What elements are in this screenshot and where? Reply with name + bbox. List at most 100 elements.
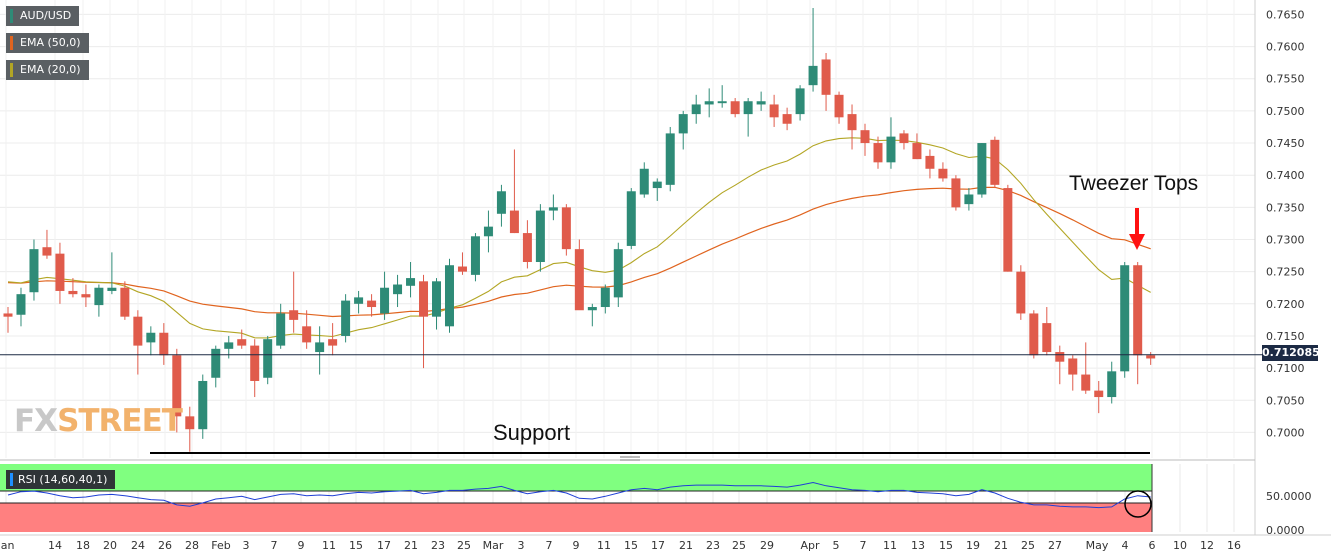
overlays: [0, 208, 1262, 518]
candle: [483, 210, 493, 253]
x-tick-label: 7: [860, 539, 867, 552]
candle: [717, 85, 727, 108]
legend-ema50[interactable]: EMA (50,0): [6, 33, 89, 53]
x-tick-label: 9: [298, 539, 305, 552]
candle: [860, 123, 870, 156]
candle-body: [886, 136, 896, 163]
x-tick-label: 11: [322, 539, 336, 552]
candle: [1146, 352, 1156, 365]
candle: [665, 126, 675, 192]
candle: [1068, 355, 1078, 391]
candle-body: [1003, 188, 1013, 272]
candle: [1107, 361, 1117, 404]
x-tick-label: 17: [651, 539, 665, 552]
candle: [678, 110, 688, 150]
rsi-line: [7, 481, 1151, 509]
candle-body: [496, 191, 506, 214]
candle-body: [406, 278, 416, 286]
candle-body: [1055, 352, 1065, 362]
x-tick-label: 9: [573, 539, 580, 552]
candle-body: [29, 249, 39, 293]
candle: [964, 188, 974, 211]
candle: [847, 104, 857, 150]
x-tick-label: Jan: [0, 539, 15, 552]
legend-ema50-swatch: [10, 36, 13, 50]
candle: [1081, 342, 1091, 394]
x-tick-label: 11: [883, 539, 897, 552]
rsi-highlight-circle: [1124, 490, 1152, 518]
candle: [470, 233, 480, 282]
legend-rsi[interactable]: RSI (14,60,40,1): [6, 470, 116, 489]
x-tick-label: Apr: [800, 539, 820, 552]
rsi-y-tick-label: 0.0000: [1266, 524, 1305, 537]
candle-body: [133, 316, 143, 346]
legend-ema20[interactable]: EMA (20,0): [6, 60, 89, 80]
y-tick-label: 0.7150: [1266, 330, 1305, 343]
x-tick-label: 15: [939, 539, 953, 552]
candle: [1055, 345, 1065, 385]
candle-body: [600, 287, 610, 308]
candle: [1003, 184, 1013, 272]
candle-body: [1120, 265, 1130, 372]
candle: [1016, 265, 1026, 320]
x-tick-label: 20: [103, 539, 117, 552]
candle: [808, 8, 818, 92]
candle: [289, 271, 299, 333]
x-tick-label: 26: [158, 539, 172, 552]
logo-fx-text: FX: [14, 403, 58, 439]
x-tick-label: 6: [1149, 539, 1156, 552]
y-tick-label: 0.7350: [1266, 201, 1305, 214]
candle-body: [782, 114, 792, 124]
y-tick-label: 0.7200: [1266, 298, 1305, 311]
x-tick-label: 12: [1200, 539, 1214, 552]
candle: [899, 130, 909, 150]
x-tick-label: 11: [597, 539, 611, 552]
candle-body: [185, 416, 195, 430]
candle: [42, 229, 52, 259]
legend-ema50-label: EMA (50,0): [20, 36, 81, 49]
candle-body: [912, 143, 922, 160]
candle: [1029, 310, 1039, 359]
candle-body: [237, 339, 247, 346]
candle-body: [548, 207, 558, 211]
x-tick-label: 18: [76, 539, 90, 552]
candle: [704, 88, 714, 118]
candle: [276, 303, 286, 349]
y-tick-label: 0.7400: [1266, 169, 1305, 182]
candle: [886, 117, 896, 169]
candle-body: [964, 194, 974, 205]
x-tick-label: 17: [377, 539, 391, 552]
candle-body: [730, 101, 740, 115]
candle: [951, 175, 961, 211]
candle-body: [276, 313, 286, 346]
candle: [29, 239, 39, 301]
y-tick-label: 0.7600: [1266, 41, 1305, 54]
candle: [185, 406, 195, 452]
candle: [3, 307, 13, 333]
x-tick-label: 23: [706, 539, 720, 552]
candle-body: [211, 348, 221, 378]
x-tick-label: 28: [185, 539, 199, 552]
x-tick-label: 19: [966, 539, 980, 552]
candle-body: [146, 332, 156, 343]
x-tick-label: 21: [994, 539, 1008, 552]
candle-body: [847, 114, 857, 131]
candle-body: [1016, 271, 1026, 314]
candle: [561, 204, 571, 256]
candle: [250, 339, 260, 398]
candle-body: [1146, 355, 1156, 359]
x-tick-label: 24: [131, 539, 145, 552]
candle: [834, 91, 844, 124]
x-tick-label: 25: [732, 539, 746, 552]
candle-body: [574, 249, 584, 311]
x-tick-label: 13: [911, 539, 925, 552]
x-tick-label: May: [1086, 539, 1109, 552]
legend-aud-usd[interactable]: AUD/USD: [6, 6, 80, 26]
candle: [444, 258, 454, 333]
rsi-y-tick-label: 50.0000: [1266, 490, 1312, 503]
x-tick-label: 14: [48, 539, 62, 552]
candle: [237, 329, 247, 349]
candle: [691, 94, 701, 124]
candle-body: [263, 339, 273, 378]
x-tick-label: Mar: [483, 539, 504, 552]
